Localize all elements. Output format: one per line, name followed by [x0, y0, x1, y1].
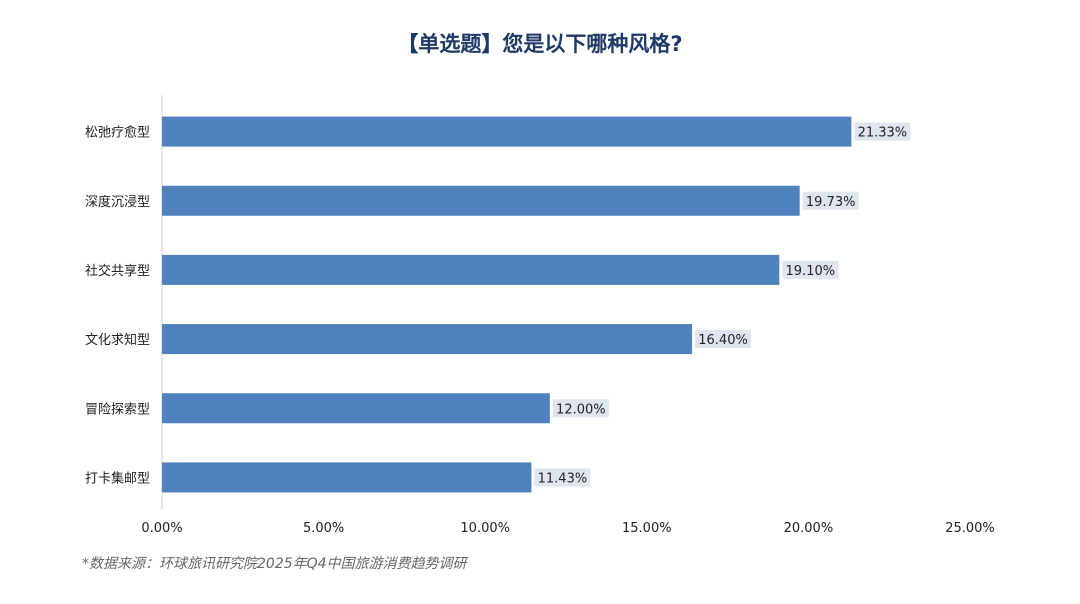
data-label: 12.00% [556, 402, 606, 417]
data-label: 11.43% [538, 471, 588, 486]
bar [162, 185, 800, 216]
category-label: 社交共享型 [85, 263, 150, 279]
x-tick-label: 5.00% [303, 521, 344, 536]
category-label: 文化求知型 [85, 332, 150, 348]
category-label: 冒险探索型 [85, 402, 150, 417]
category-label: 松弛疗愈型 [85, 126, 150, 141]
data-label-bg [695, 330, 752, 349]
data-label-bg [782, 260, 839, 279]
x-tick-label: 20.00% [784, 521, 834, 536]
x-tick-label: 15.00% [622, 521, 672, 536]
data-label-bg [552, 399, 609, 418]
x-tick-label: 0.00% [141, 521, 182, 536]
category-label: 深度沉浸型 [85, 194, 150, 210]
bar [162, 254, 780, 285]
bar [162, 462, 532, 493]
bar [162, 324, 693, 355]
category-label: 打卡集邮型 [85, 470, 150, 486]
data-label-bg [854, 122, 911, 141]
data-label: 16.40% [698, 333, 748, 348]
data-label: 19.10% [786, 264, 836, 279]
bar [162, 393, 550, 424]
data-label: 19.73% [806, 195, 856, 210]
x-tick-label: 25.00% [945, 521, 995, 536]
x-tick-label: 10.00% [460, 521, 510, 536]
bar [162, 116, 852, 147]
source-note: *数据来源：环球旅讯研究院2025年Q4中国旅游消费趋势调研 [82, 556, 467, 572]
data-label-bg [534, 468, 591, 487]
data-label: 21.33% [858, 126, 908, 141]
chart-title: 【单选题】您是以下哪种风格? [397, 32, 683, 56]
data-label-bg [802, 191, 859, 210]
